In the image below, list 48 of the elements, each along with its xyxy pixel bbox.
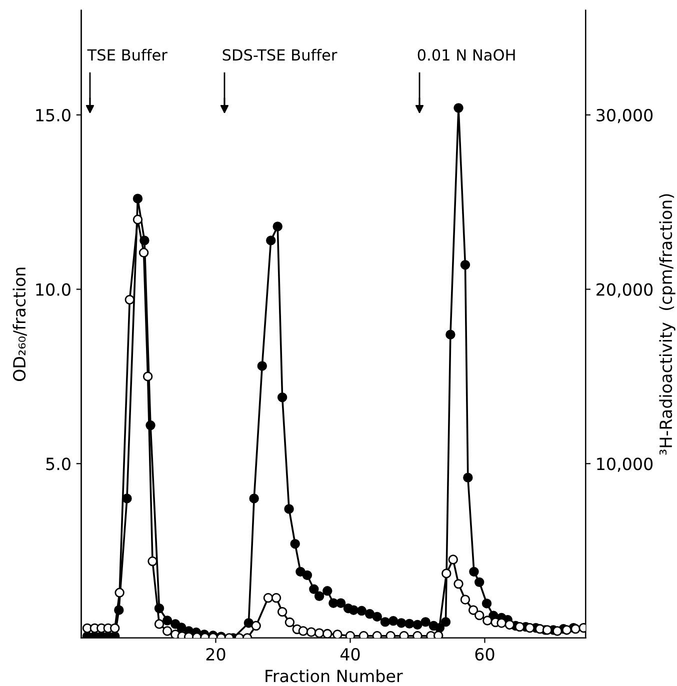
- point: [298, 626, 308, 636]
- y-tick-label: 15.0: [36, 108, 70, 122]
- point: [460, 594, 470, 604]
- point: [332, 630, 342, 638]
- point: [124, 294, 135, 305]
- point: [110, 623, 120, 634]
- point: [114, 588, 124, 598]
- y2-tick-label: 20,000: [596, 283, 653, 298]
- point: [148, 556, 158, 566]
- point: [154, 619, 164, 629]
- point: [433, 630, 444, 638]
- point: [474, 610, 484, 620]
- x-tick-label: 60: [475, 648, 494, 661]
- point: [448, 554, 458, 564]
- x-tick-label: 20: [206, 648, 226, 661]
- point: [306, 627, 316, 637]
- x-axis-title: Fraction Number: [266, 669, 403, 682]
- point: [314, 628, 324, 638]
- point: [277, 606, 288, 617]
- ref-line-label: SDS-TSE Buffer: [222, 48, 338, 61]
- y-tick-label: 10.0: [36, 283, 70, 296]
- point: [263, 593, 274, 603]
- point: [284, 617, 295, 628]
- point: [482, 616, 492, 626]
- point: [468, 605, 478, 615]
- point: [251, 620, 261, 631]
- point: [552, 626, 562, 636]
- point: [496, 618, 506, 628]
- point: [271, 593, 282, 603]
- point: [132, 214, 143, 224]
- y-axis-title: OD₂₆₀/fraction: [12, 268, 27, 382]
- point: [138, 248, 149, 258]
- point: [454, 579, 464, 589]
- point: [524, 623, 535, 633]
- point: [142, 372, 153, 382]
- ref-line-label: 0.01 N NaOH: [418, 49, 515, 61]
- x-tick-label: 40: [340, 648, 360, 661]
- ref-line-label: TSE Buffer: [87, 48, 168, 61]
- point: [162, 626, 172, 636]
- point: [322, 628, 332, 638]
- point: [562, 625, 572, 635]
- point: [504, 620, 514, 630]
- y2-tick-label: 10,000: [597, 458, 653, 472]
- point: [514, 622, 525, 632]
- y2-axis-title: ³H-Radioactivity (cpm/fraction): [659, 194, 676, 455]
- y2-tick-label: 30,000: [596, 108, 653, 124]
- point: [442, 568, 452, 578]
- y-tick-label: 5.0: [46, 458, 70, 470]
